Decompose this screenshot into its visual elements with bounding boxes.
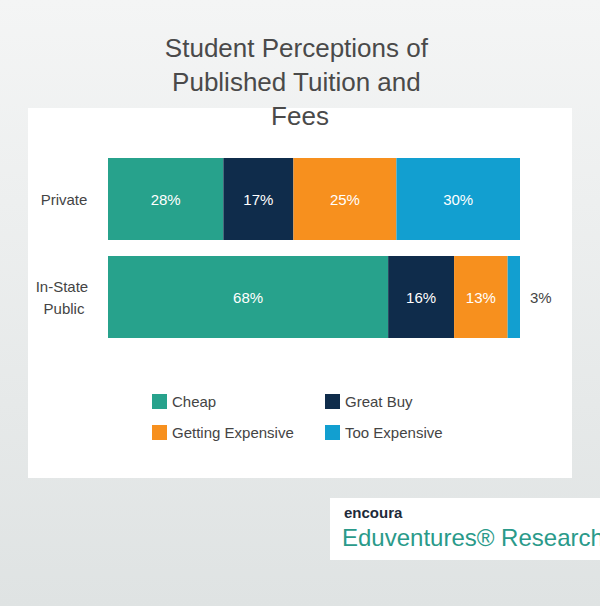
svg-text:Student Perceptions of: Student Perceptions of [165, 33, 435, 63]
svg-text:Getting Expensive: Getting Expensive [172, 424, 294, 441]
svg-text:30%: 30% [443, 191, 473, 208]
svg-text:3%: 3% [530, 289, 552, 306]
html-text:encoura: encoura [344, 504, 403, 521]
svg-text:Private: Private [41, 191, 88, 208]
svg-text:13%: 13% [466, 289, 496, 306]
svg-text:In-State: In-State [36, 278, 93, 295]
svg-text:28%: 28% [151, 191, 181, 208]
svg-text:Too Expensive: Too Expensive [345, 424, 443, 441]
svg-text:68%: 68% [233, 289, 263, 306]
svg-text:Great Buy: Great Buy [345, 393, 413, 410]
svg-text:Public: Public [44, 300, 85, 317]
svg-text:25%: 25% [330, 191, 360, 208]
svg-text:16%: 16% [406, 289, 436, 306]
svg-text:Fees: Fees [271, 101, 329, 131]
svg-text:Published Tuition and: Published Tuition and [172, 67, 428, 97]
svg-text:Cheap: Cheap [172, 393, 216, 410]
svg-text:17%: 17% [243, 191, 273, 208]
